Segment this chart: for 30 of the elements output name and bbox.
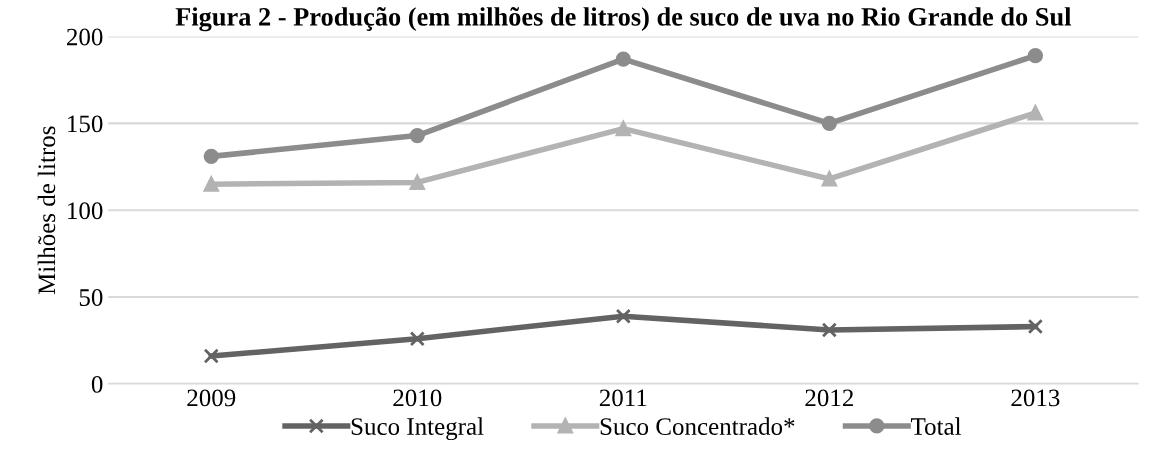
x-tick-label: 2011 (599, 389, 647, 407)
y-tick-label: 0 (91, 375, 103, 393)
x-tick-label: 2012 (805, 389, 853, 407)
point (1027, 105, 1044, 121)
point (821, 322, 837, 338)
point (203, 176, 219, 192)
point (615, 120, 631, 137)
y-tick-label: 100 (68, 202, 103, 220)
y-tick-label: 50 (79, 289, 103, 306)
point (615, 308, 631, 324)
legend-label: Suco Concentrado* (600, 417, 795, 435)
point (203, 348, 219, 364)
point (203, 148, 219, 165)
y-tick-label: 200 (66, 28, 103, 46)
point (409, 127, 425, 144)
y-tick-label: 150 (68, 115, 103, 133)
point (1027, 48, 1044, 64)
chart-title: Figura 2 - Produção (em milhões de litros) de suco de uva no Rio Grande do Sul (175, 7, 1072, 32)
point (615, 51, 631, 67)
point (409, 174, 425, 191)
point (821, 115, 837, 132)
x-tick-label: 2013 (1011, 389, 1060, 407)
point (409, 331, 425, 347)
point (821, 171, 837, 187)
point (1027, 318, 1044, 335)
y-axis-title: Milhões de litros (37, 126, 56, 295)
legend-label: Suco Integral (351, 417, 484, 441)
x-tick-label: 2009 (187, 389, 236, 407)
legend-label: Total (911, 417, 962, 435)
x-tick-label: 2010 (393, 389, 442, 407)
